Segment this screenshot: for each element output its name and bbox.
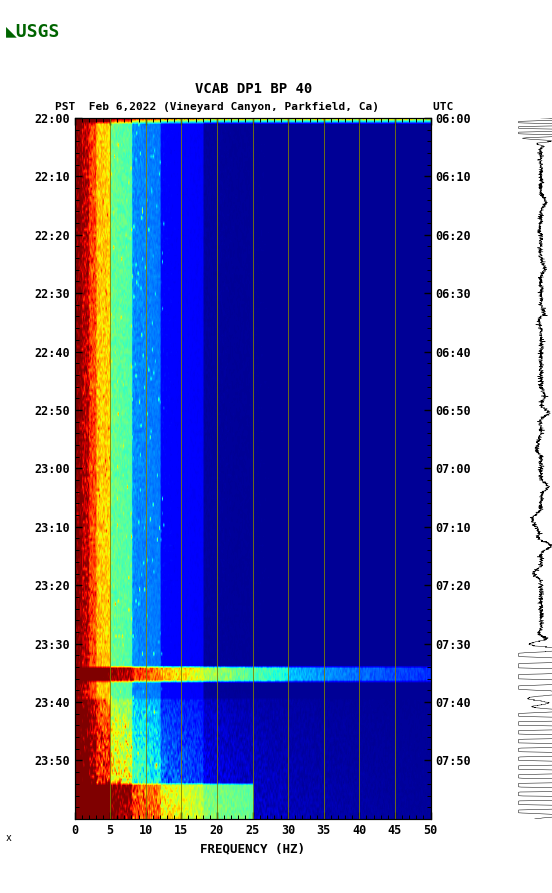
Text: x: x	[6, 833, 12, 843]
Text: VCAB DP1 BP 40: VCAB DP1 BP 40	[195, 82, 312, 96]
Text: ◣USGS: ◣USGS	[6, 22, 60, 40]
X-axis label: FREQUENCY (HZ): FREQUENCY (HZ)	[200, 842, 305, 855]
Text: PST  Feb 6,2022 (Vineyard Canyon, Parkfield, Ca)        UTC: PST Feb 6,2022 (Vineyard Canyon, Parkfie…	[55, 102, 453, 112]
